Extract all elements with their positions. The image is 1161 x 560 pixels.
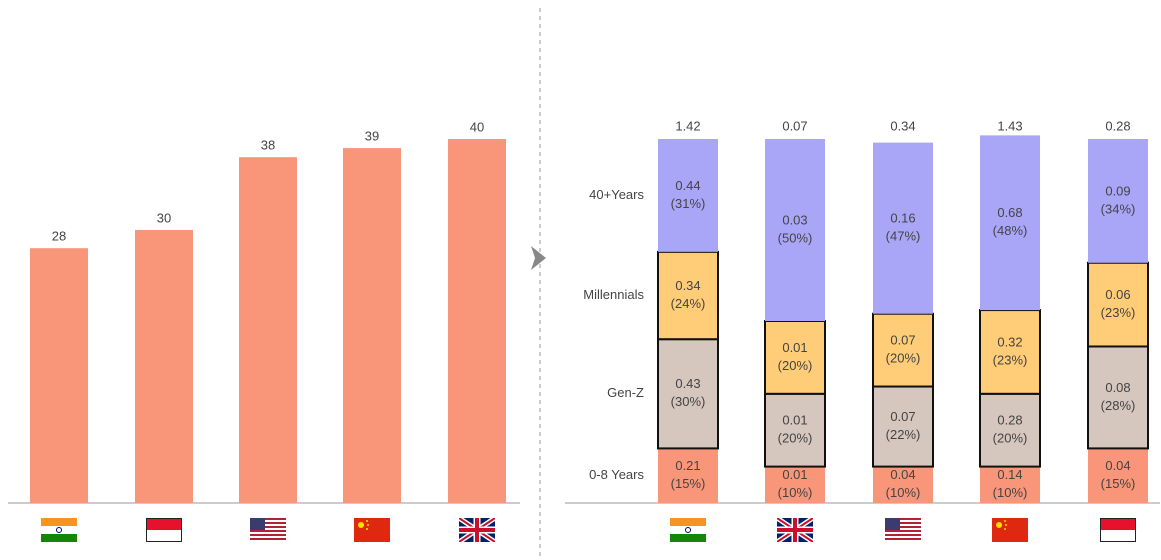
- bar-segment: [979, 392, 1041, 468]
- segment-value-label: 0.16: [890, 211, 915, 226]
- segment-share-label: (34%): [1101, 201, 1136, 216]
- bar-segment: [658, 139, 718, 252]
- segment-value-label: 0.01: [782, 413, 807, 428]
- segment-value-label: 0.44: [675, 178, 700, 193]
- bar-segment: [872, 312, 934, 388]
- segment-share-label: (15%): [671, 476, 706, 491]
- total-label: 0.07: [782, 118, 807, 133]
- series-label: 40+Years: [589, 187, 644, 202]
- bar: [30, 248, 88, 503]
- segment-value-label: 0.34: [675, 278, 700, 293]
- bar-segment: [657, 338, 719, 450]
- segment-share-label: (15%): [1101, 476, 1136, 491]
- bar-segment: [765, 466, 825, 503]
- total-label: 1.42: [675, 118, 700, 133]
- flag-icon: [41, 518, 77, 542]
- chevron: [531, 246, 546, 270]
- flag-icon: [459, 518, 495, 542]
- flag-icon: [777, 518, 813, 542]
- bar-segment: [980, 466, 1040, 503]
- value-label: 30: [157, 210, 171, 225]
- series-label: 0-8 Years: [589, 467, 644, 482]
- flag-icon: [992, 518, 1028, 542]
- segment-value-label: 0.06: [1105, 287, 1130, 302]
- value-label: 40: [470, 119, 484, 134]
- flag-icon: [670, 518, 706, 542]
- total-label: 0.34: [890, 118, 915, 133]
- flag-icon: [1100, 518, 1136, 542]
- bar: [239, 157, 297, 503]
- segment-value-label: 0.28: [997, 413, 1022, 428]
- segment-value-label: 0.08: [1105, 380, 1130, 395]
- bar-segment: [979, 309, 1041, 395]
- segment-share-label: (47%): [886, 229, 921, 244]
- segment-value-label: 0.01: [782, 340, 807, 355]
- bar-segment: [1088, 139, 1148, 263]
- total-label: 1.43: [997, 118, 1022, 133]
- flag-icon: [250, 518, 286, 542]
- segment-share-label: (28%): [1101, 398, 1136, 413]
- segment-share-label: (23%): [993, 352, 1028, 367]
- segment-value-label: 0.32: [997, 334, 1022, 349]
- segment-value-label: 0.03: [782, 212, 807, 227]
- segment-share-label: (20%): [778, 358, 813, 373]
- total-label: 0.28: [1105, 118, 1130, 133]
- bar-segment: [1087, 261, 1149, 348]
- value-label: 39: [365, 129, 379, 144]
- bar: [448, 139, 506, 503]
- bar-segment: [658, 448, 718, 503]
- segment-share-label: (31%): [671, 196, 706, 211]
- segment-share-label: (23%): [1101, 305, 1136, 320]
- flag-icon: [885, 518, 921, 542]
- segment-value-label: 0.04: [890, 467, 915, 482]
- bar: [343, 148, 401, 503]
- flag-icon: [146, 518, 182, 542]
- value-label: 38: [261, 138, 275, 153]
- bar-segment: [1088, 448, 1148, 503]
- segment-value-label: 0.04: [1105, 458, 1130, 473]
- flag-icon: [354, 518, 390, 542]
- segment-share-label: (24%): [671, 296, 706, 311]
- segment-share-label: (48%): [993, 223, 1028, 238]
- segment-share-label: (20%): [886, 351, 921, 366]
- series-label: Gen-Z: [607, 385, 644, 400]
- segment-share-label: (20%): [778, 431, 813, 446]
- segment-value-label: 0.07: [890, 409, 915, 424]
- bar-segment: [873, 466, 933, 503]
- bar-segment: [657, 250, 719, 341]
- segment-value-label: 0.21: [675, 458, 700, 473]
- bar-segment: [1087, 345, 1149, 450]
- segment-value-label: 0.68: [997, 205, 1022, 220]
- segment-value-label: 0.01: [782, 467, 807, 482]
- segment-share-label: (10%): [886, 485, 921, 500]
- bar-segment: [873, 142, 933, 314]
- bar-segment: [980, 135, 1040, 311]
- series-label: Millennials: [583, 287, 644, 302]
- value-label: 28: [52, 229, 66, 244]
- bar-segment: [765, 139, 825, 321]
- bar: [135, 230, 193, 503]
- segment-share-label: (22%): [886, 427, 921, 442]
- segment-share-label: (50%): [778, 230, 813, 245]
- segment-value-label: 0.14: [997, 467, 1022, 482]
- bar-segment: [872, 385, 934, 468]
- segment-share-label: (30%): [671, 394, 706, 409]
- segment-value-label: 0.09: [1105, 183, 1130, 198]
- segment-value-label: 0.43: [675, 376, 700, 391]
- segment-share-label: (10%): [993, 485, 1028, 500]
- segment-share-label: (20%): [993, 431, 1028, 446]
- segment-share-label: (10%): [778, 485, 813, 500]
- segment-value-label: 0.07: [890, 333, 915, 348]
